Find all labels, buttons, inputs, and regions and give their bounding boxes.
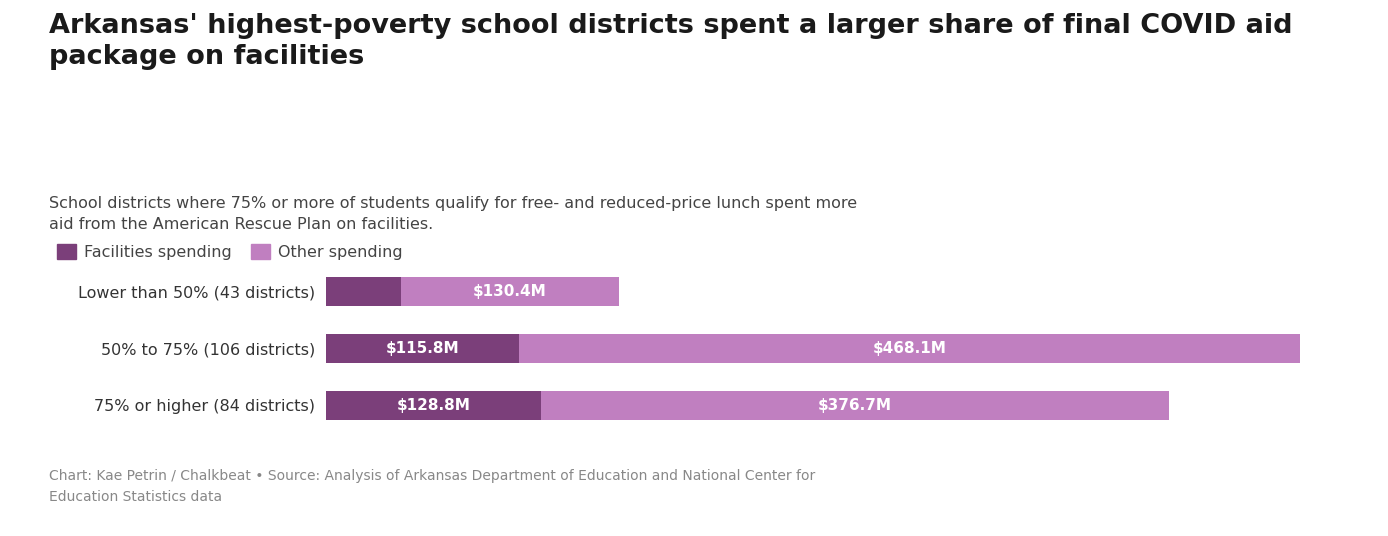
- Text: $128.8M: $128.8M: [397, 398, 471, 413]
- Bar: [326, 277, 401, 306]
- Bar: [401, 277, 619, 306]
- Text: Arkansas' highest-poverty school districts spent a larger share of final COVID a: Arkansas' highest-poverty school distric…: [49, 13, 1292, 70]
- Text: $468.1M: $468.1M: [873, 341, 947, 356]
- Legend: Facilities spending, Other spending: Facilities spending, Other spending: [57, 244, 403, 260]
- Text: $115.8M: $115.8M: [386, 341, 459, 356]
- Bar: [326, 333, 519, 363]
- Text: School districts where 75% or more of students qualify for free- and reduced-pri: School districts where 75% or more of st…: [49, 196, 856, 232]
- Text: $376.7M: $376.7M: [818, 398, 892, 413]
- Bar: [541, 391, 1169, 420]
- Bar: [326, 391, 541, 420]
- Text: Chart: Kae Petrin / Chalkbeat • Source: Analysis of Arkansas Department of Educa: Chart: Kae Petrin / Chalkbeat • Source: …: [49, 469, 815, 504]
- Text: $130.4M: $130.4M: [473, 284, 547, 299]
- Bar: [519, 333, 1301, 363]
